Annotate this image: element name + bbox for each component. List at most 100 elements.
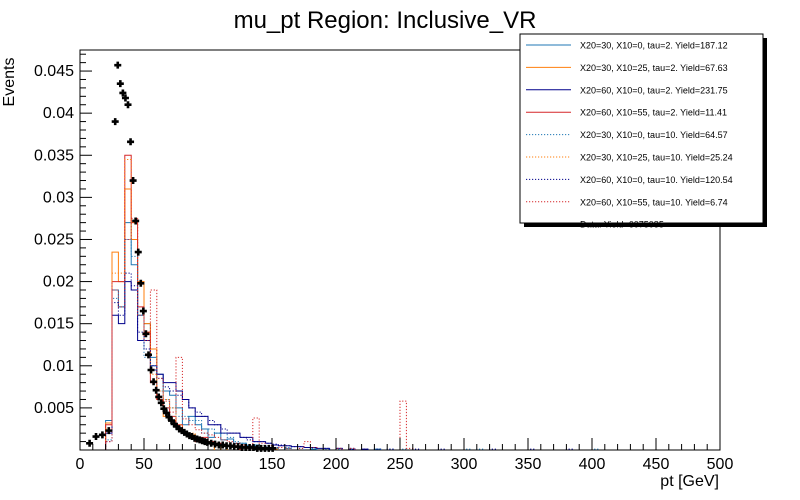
- x-tick-label: 0: [76, 456, 85, 473]
- y-tick-label: 0.01: [43, 358, 74, 375]
- legend-entries: X20=30, X10=0, tau=2. Yield=187.12 X20=30…: [526, 41, 733, 230]
- x-tick-label: 100: [195, 456, 222, 473]
- data-marker: [150, 378, 158, 386]
- data-point: [119, 89, 127, 97]
- data-point: [155, 393, 163, 401]
- x-tick-label: 300: [451, 456, 478, 473]
- data-marker: [157, 399, 165, 407]
- legend-label: X20=30, X10=0, tau=2. Yield=187.12: [580, 41, 728, 51]
- data-marker: [137, 279, 145, 287]
- data-point: [98, 431, 106, 439]
- x-tick-label: 250: [387, 456, 414, 473]
- plot-area: 0 50 100 150 200 250 300 350 400 450 500 0.005 0.01 0…: [34, 49, 734, 473]
- data-marker: [155, 393, 163, 401]
- series-line-2: [105, 188, 279, 450]
- x-tick-label: 200: [323, 456, 350, 473]
- data-point: [124, 101, 132, 109]
- data-marker: [111, 118, 119, 126]
- series-line-3: [105, 281, 369, 450]
- data-marker: [114, 61, 122, 69]
- y-tick-label: 0.025: [34, 231, 74, 248]
- data-marker: [142, 330, 150, 338]
- data-point: [137, 279, 145, 287]
- legend-entry: Data. Yield=6075085: [526, 220, 664, 230]
- legend-entry: X20=60, X10=0, tau=2. Yield=231.75: [526, 85, 728, 95]
- x-axis-title: pt [GeV]: [660, 473, 719, 490]
- legend-entry: X20=60, X10=0, tau=10. Yield=120.54: [526, 175, 733, 185]
- legend-label: X20=30, X10=25, tau=2. Yield=67.63: [580, 63, 728, 73]
- data-marker: [119, 89, 127, 97]
- y-tick-label: 0.035: [34, 147, 74, 164]
- data-marker: [116, 80, 124, 88]
- data-point: [269, 444, 277, 452]
- data-point: [134, 248, 142, 256]
- data-marker: [134, 248, 142, 256]
- legend-label: X20=60, X10=0, tau=2. Yield=231.75: [580, 85, 728, 95]
- x-tick-label: 500: [707, 456, 734, 473]
- legend-entry: X20=30, X10=0, tau=2. Yield=187.12: [526, 41, 728, 51]
- data-point: [157, 399, 165, 407]
- legend-label: X20=30, X10=0, tau=10. Yield=64.57: [580, 130, 728, 140]
- data-point: [121, 94, 129, 102]
- data-marker: [139, 307, 147, 315]
- legend-entry: X20=60, X10=55, tau=10. Yield=6.74: [526, 197, 728, 207]
- legend: X20=30, X10=0, tau=2. Yield=187.12 X20=30…: [519, 33, 767, 230]
- data-marker: [269, 444, 277, 452]
- series-line-8: [105, 217, 414, 450]
- data-point: [150, 378, 158, 386]
- data-marker: [124, 101, 132, 109]
- axes: 0 50 100 150 200 250 300 350 400 450 500 0.005 0.01 0…: [34, 53, 734, 473]
- legend-label: X20=60, X10=0, tau=10. Yield=120.54: [580, 175, 733, 185]
- data-marker: [92, 433, 100, 441]
- data-point: [162, 409, 170, 417]
- data-marker: [152, 386, 160, 394]
- y-tick-label: 0.02: [43, 274, 74, 291]
- series-line-1: [105, 222, 382, 450]
- series-layer: [105, 154, 599, 450]
- data-point: [147, 366, 155, 374]
- chart-title: mu_pt Region: Inclusive_VR: [234, 7, 537, 34]
- legend-box: [519, 33, 764, 224]
- legend-label: X20=60, X10=55, tau=10. Yield=6.74: [580, 197, 728, 207]
- x-tick-label: 400: [579, 456, 606, 473]
- data-point: [111, 118, 119, 126]
- y-tick-label: 0.04: [43, 105, 74, 122]
- data-marker: [98, 431, 106, 439]
- x-tick-label: 350: [515, 456, 542, 473]
- legend-label: X20=60, X10=55, tau=2. Yield=11.41: [580, 108, 727, 118]
- data-marker: [121, 94, 129, 102]
- data-point: [86, 439, 94, 447]
- data-point: [105, 427, 113, 435]
- x-tick-label: 50: [135, 456, 153, 473]
- y-tick-label: 0.005: [34, 400, 74, 417]
- data-point: [152, 386, 160, 394]
- y-tick-label: 0.015: [34, 316, 74, 333]
- data-point: [129, 177, 137, 185]
- data-marker: [127, 138, 135, 146]
- data-marker: [86, 439, 94, 447]
- legend-entry: X20=30, X10=25, tau=10. Yield=25.24: [526, 153, 733, 163]
- data-marker: [147, 366, 155, 374]
- data-point: [92, 433, 100, 441]
- legend-entry: X20=30, X10=0, tau=10. Yield=64.57: [526, 130, 728, 140]
- legend-entry: X20=60, X10=55, tau=2. Yield=11.41: [526, 108, 727, 118]
- data-marker: [132, 217, 140, 225]
- legend-entry: X20=30, X10=25, tau=2. Yield=67.63: [526, 63, 728, 73]
- data-marker: [129, 177, 137, 185]
- data-marker: [144, 351, 152, 359]
- data-marker: [162, 409, 170, 417]
- data-point: [114, 61, 122, 69]
- series-line-7: [105, 272, 574, 450]
- data-point: [139, 307, 147, 315]
- x-tick-label: 450: [643, 456, 670, 473]
- y-axis-title: Events: [1, 58, 18, 107]
- data-marker: [160, 405, 168, 413]
- series-line-4: [105, 154, 254, 450]
- legend-label: Data. Yield=6075085: [580, 220, 664, 230]
- data-point: [127, 138, 135, 146]
- x-tick-label: 150: [259, 456, 286, 473]
- data-point: [116, 80, 124, 88]
- data-point: [132, 217, 140, 225]
- data-point: [160, 405, 168, 413]
